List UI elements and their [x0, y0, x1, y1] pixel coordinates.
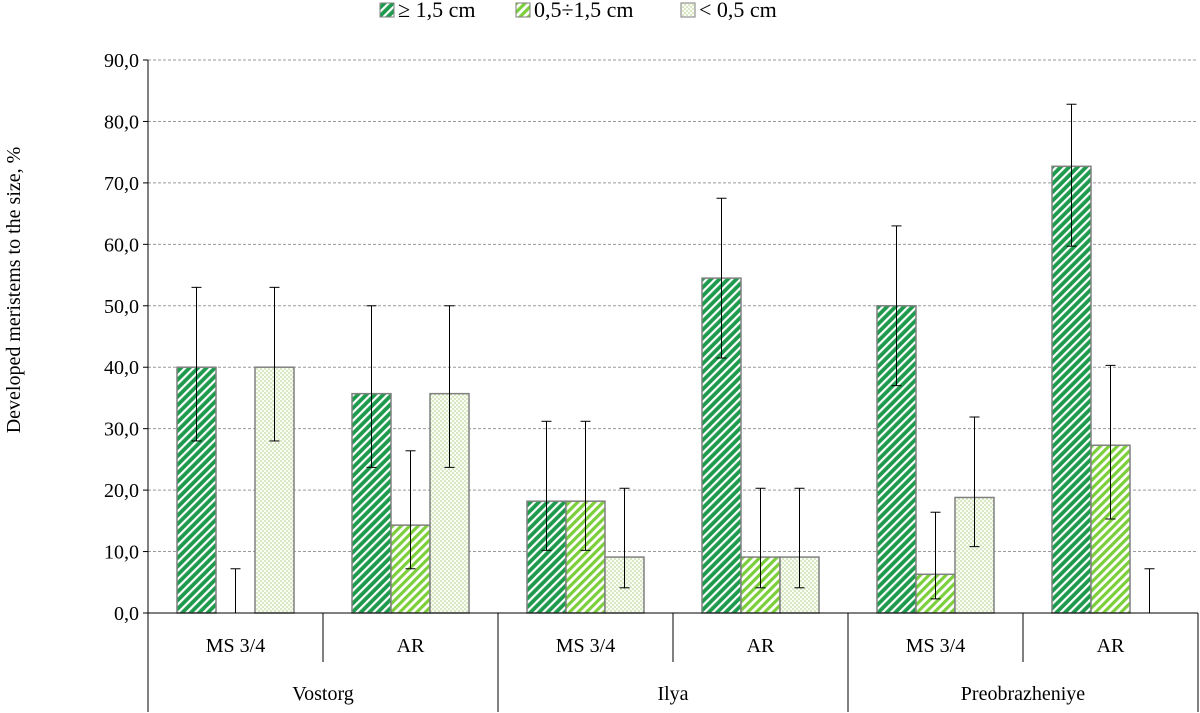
legend-item-series-1: ≥ 1,5 cm [379, 0, 475, 22]
legend-swatch-series-3 [680, 2, 696, 18]
y-tick-label: 50,0 [104, 296, 139, 318]
y-axis-title: Developed meristems to the size, % [3, 147, 25, 434]
y-tick-label: 60,0 [104, 234, 139, 256]
x-category-label: AR [397, 635, 425, 657]
y-tick-label: 70,0 [104, 173, 139, 195]
x-group-label: Ilya [657, 683, 688, 705]
legend-item-series-3: < 0,5 cm [680, 0, 777, 22]
x-category-label: AR [1097, 635, 1125, 657]
x-category-label: MS 3/4 [906, 635, 965, 657]
bar [254, 366, 295, 614]
x-category-label: MS 3/4 [556, 635, 615, 657]
x-category-label: MS 3/4 [206, 635, 265, 657]
y-tick-label: 80,0 [104, 111, 139, 133]
y-tick-label: 10,0 [104, 542, 139, 564]
y-tick-label: 30,0 [104, 419, 139, 441]
y-tick-label: 0,0 [114, 603, 139, 625]
x-category-label: AR [747, 635, 775, 657]
y-tick-label: 40,0 [104, 357, 139, 379]
legend-swatch-series-1 [379, 2, 395, 18]
gridlines [148, 59, 1198, 553]
axes: 0,0 10,0 20,0 30,0 40,0 50,0 60,0 70,0 80,0 90,0 M… [104, 50, 1199, 712]
legend: ≥ 1,5 cm 0,5÷1,5 cm < 0,5 cm [379, 0, 777, 22]
y-tick-label: 20,0 [104, 480, 139, 502]
legend-label-series-1: ≥ 1,5 cm [398, 0, 475, 22]
legend-swatch-series-2 [515, 2, 531, 18]
y-tick-label: 90,0 [104, 50, 139, 72]
bars [176, 165, 1131, 614]
x-group-label: Vostorg [292, 683, 354, 705]
x-group-label: Preobrazheniye [961, 683, 1086, 705]
error-bars [191, 103, 1155, 613]
legend-label-series-2: 0,5÷1,5 cm [534, 0, 633, 22]
legend-label-series-3: < 0,5 cm [699, 0, 777, 22]
legend-item-series-2: 0,5÷1,5 cm [515, 0, 633, 22]
